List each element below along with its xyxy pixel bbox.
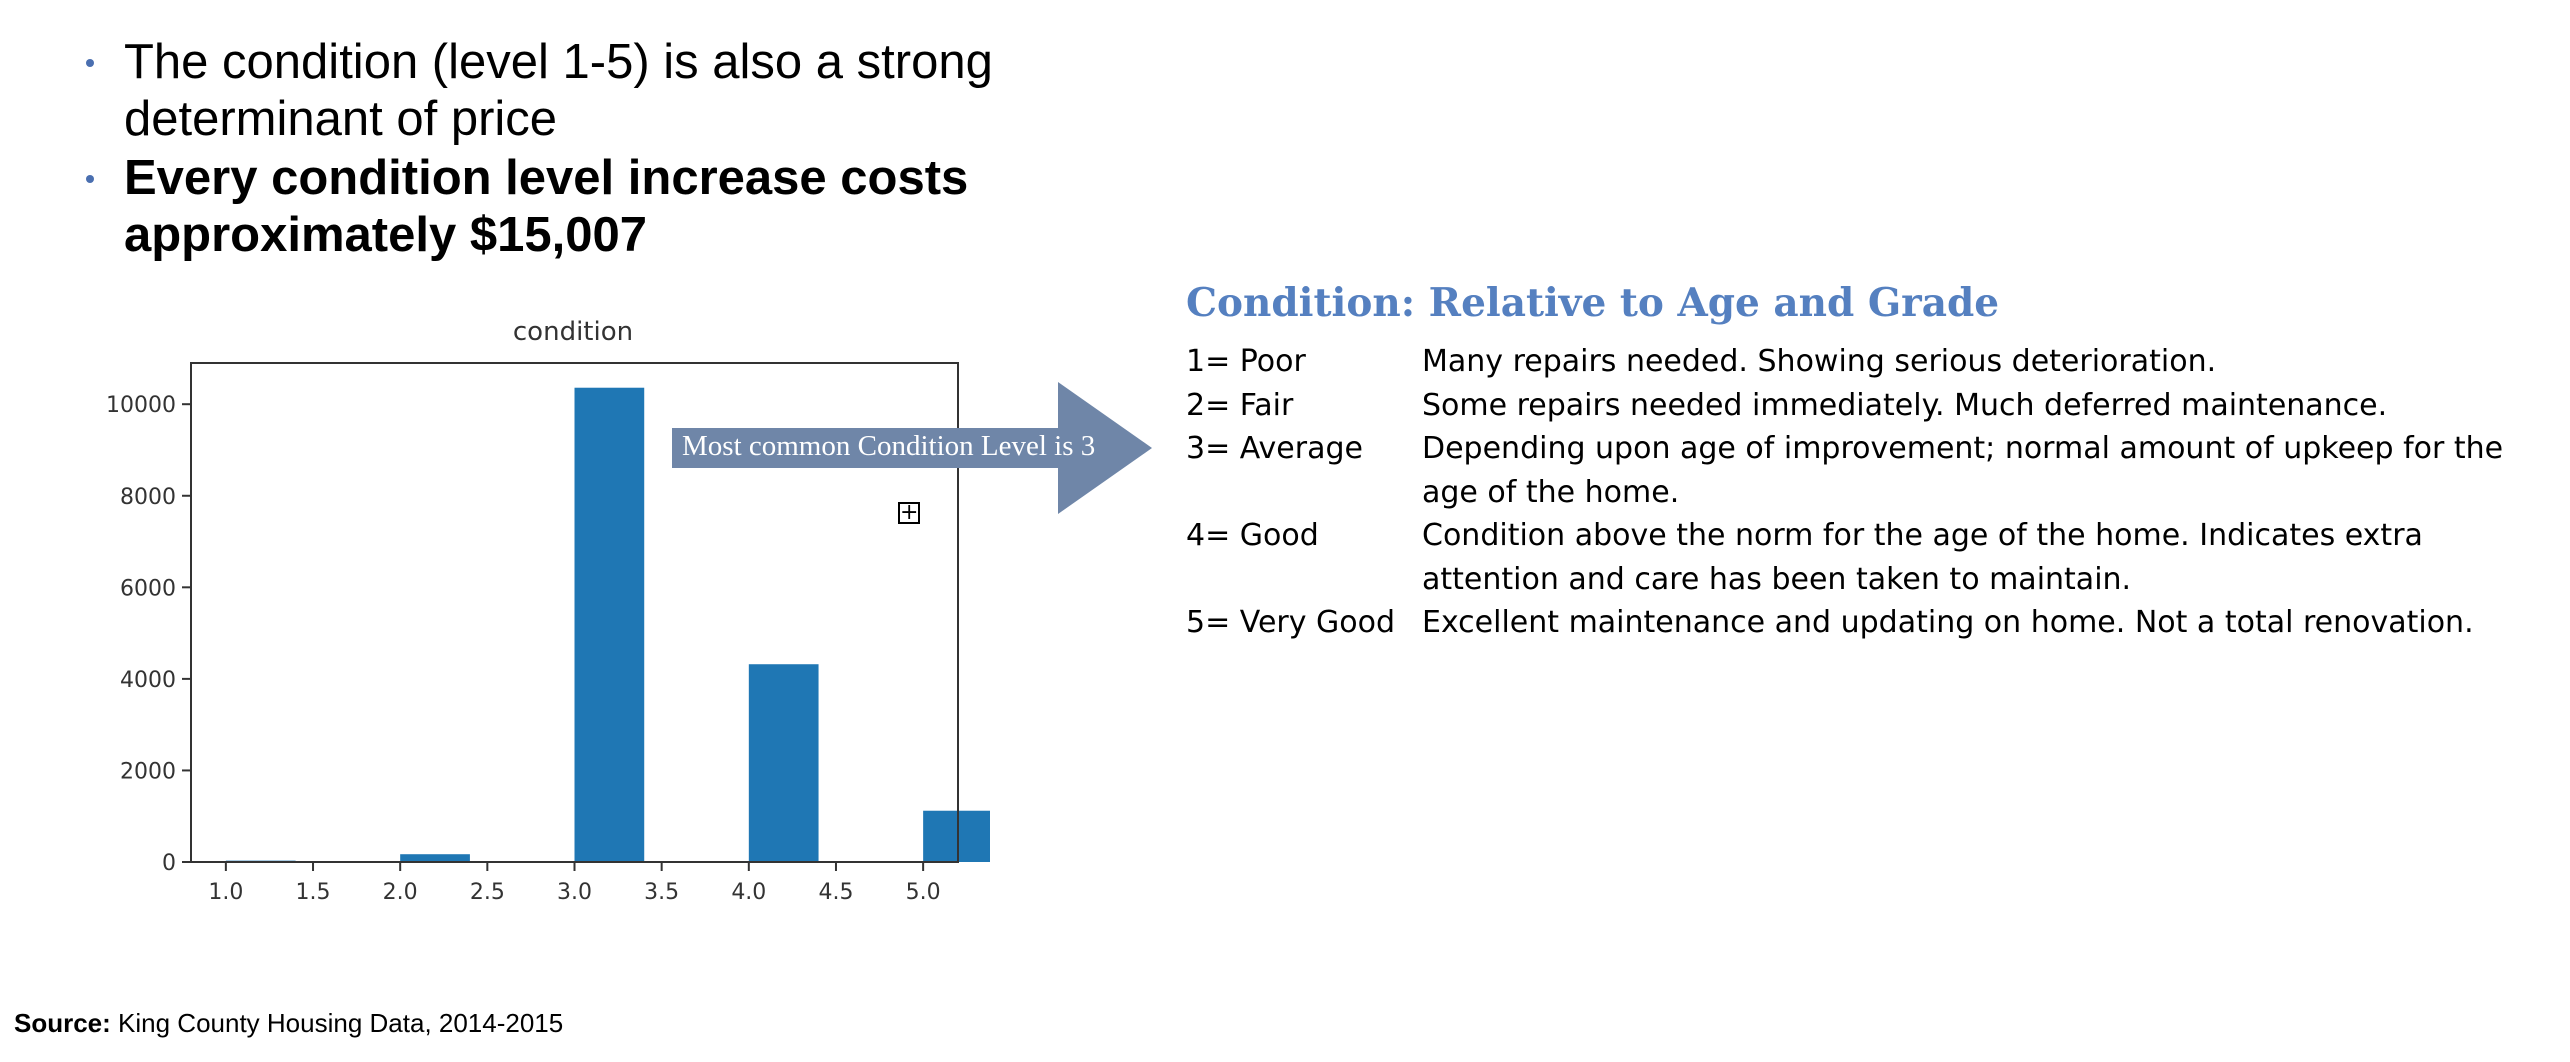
source-note: Source: King County Housing Data, 2014-2… (14, 1008, 563, 1039)
condition-description: Excellent maintenance and updating on ho… (1422, 605, 2474, 640)
condition-description: Condition above the norm for the age of … (1422, 518, 2423, 597)
callout-arrow-shape (672, 382, 1152, 514)
y-tick-label: 8000 (120, 485, 176, 510)
y-tick-label: 10000 (106, 393, 176, 418)
condition-row: 5= Very Good Excellent maintenance and u… (1186, 601, 2566, 645)
bullet-text: The condition (level 1-5) is also a stro… (124, 35, 993, 146)
callout-arrow (672, 382, 1152, 514)
condition-level: 3= Average (1186, 431, 1363, 466)
bullet-dot-icon (86, 175, 94, 183)
y-tick-label: 2000 (120, 759, 176, 784)
condition-row: 1= Poor Many repairs needed. Showing ser… (1186, 340, 2566, 384)
condition-description: Some repairs needed immediately. Much de… (1422, 387, 2388, 423)
bar (400, 854, 470, 862)
bar (748, 664, 819, 862)
condition-row: 3= Average Depending upon age of improve… (1186, 427, 2566, 514)
x-tick-label: 4.0 (731, 880, 766, 905)
callout-text: Most common Condition Level is 3 (682, 430, 1096, 462)
condition-level: 5= Very Good (1186, 605, 1396, 640)
bullet-list: The condition (level 1-5) is also a stro… (84, 34, 1084, 266)
condition-row: 4= Good Condition above the norm for the… (1186, 514, 2566, 601)
source-text: King County Housing Data, 2014-2015 (110, 1008, 564, 1038)
x-tick-label: 1.0 (208, 880, 243, 905)
condition-level: 2= Fair (1186, 387, 1294, 423)
x-tick-label: 2.0 (383, 880, 418, 905)
y-tick-label: 0 (162, 851, 176, 876)
x-tick-label: 5.0 (906, 880, 941, 905)
condition-histogram: condition 1.0 1.5 2.0 2.5 3.0 3.5 4.0 4.5 5.0 0 20… (106, 317, 990, 905)
condition-table: 1= Poor Many repairs needed. Showing ser… (1186, 340, 2566, 645)
x-tick-label: 1.5 (296, 880, 331, 905)
x-tick-label: 4.5 (818, 880, 853, 905)
y-tick-label: 6000 (120, 576, 176, 601)
condition-table-title: Condition: Relative to Age and Grade (1186, 280, 2000, 326)
x-tick-label: 2.5 (470, 880, 505, 905)
bar (574, 387, 645, 862)
bullet-item: The condition (level 1-5) is also a stro… (84, 34, 1084, 148)
bullet-dot-icon (86, 59, 94, 67)
x-tick-label: 3.0 (557, 880, 592, 905)
bullet-text: Every condition level increase costs app… (124, 151, 969, 262)
expand-icon[interactable]: + (898, 500, 920, 525)
condition-row: 2= Fair Some repairs needed immediately.… (1186, 384, 2566, 428)
chart-title: condition (513, 317, 633, 347)
condition-level: 4= Good (1186, 518, 1319, 553)
x-tick-label: 3.5 (644, 880, 679, 905)
condition-description: Many repairs needed. Showing serious det… (1422, 344, 2217, 379)
bar (923, 810, 990, 862)
bullet-item: Every condition level increase costs app… (84, 150, 1084, 264)
source-label: Source: (14, 1008, 111, 1038)
condition-level: 1= Poor (1186, 344, 1306, 379)
y-tick-label: 4000 (120, 668, 176, 693)
condition-description: Depending upon age of improvement; norma… (1422, 431, 2504, 510)
